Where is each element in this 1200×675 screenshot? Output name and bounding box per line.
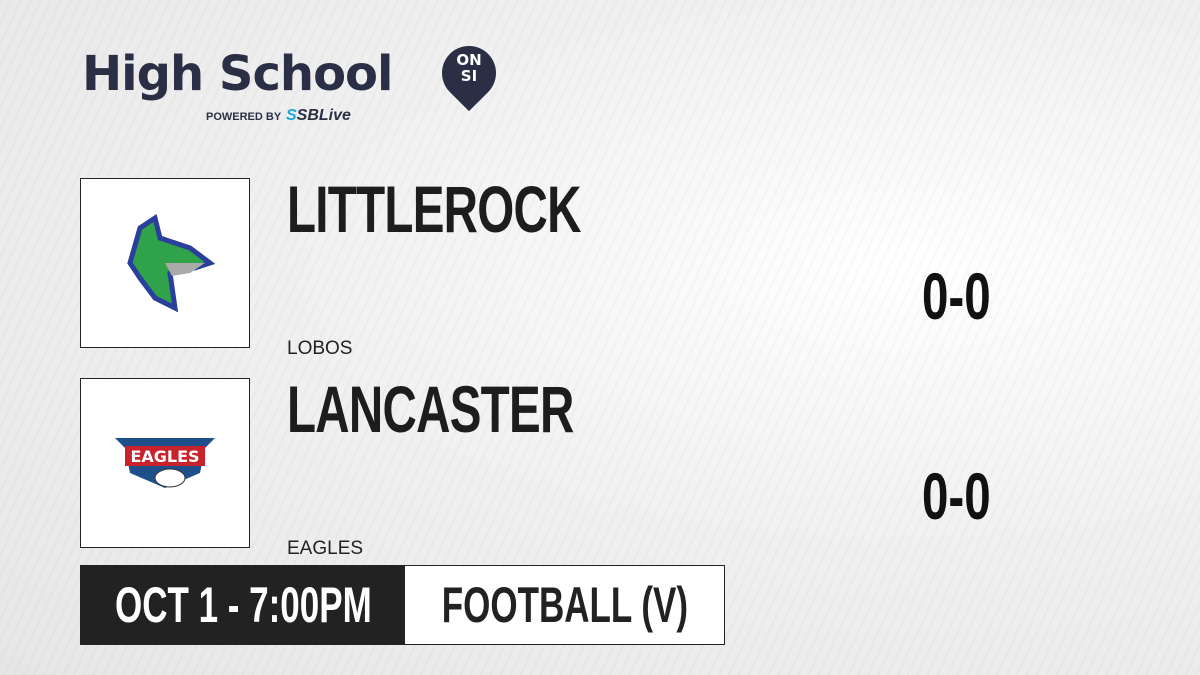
team-logo-lancaster: EAGLES — [80, 378, 250, 548]
game-datetime: OCT 1 - 7:00PM — [81, 566, 405, 644]
brand-logo: High School — [82, 44, 393, 104]
game-info-bar: OCT 1 - 7:00PM FOOTBALL (V) — [80, 565, 725, 645]
powered-by: POWERED BY — [206, 111, 282, 123]
team-mascot-away: EAGLES — [287, 538, 364, 559]
badge-line1: ON — [456, 51, 482, 69]
team-name-home: LITTLEROCK — [287, 172, 581, 246]
brand-badge: ON SI — [442, 52, 496, 84]
team-score-home: 0-0 — [922, 259, 991, 333]
svg-text:EAGLES: EAGLES — [130, 447, 199, 466]
game-sport-text: FOOTBALL (V) — [441, 577, 688, 633]
eagles-logo-icon: EAGLES — [115, 438, 215, 488]
game-datetime-text: OCT 1 - 7:00PM — [114, 577, 372, 633]
game-sport: FOOTBALL (V) — [405, 566, 724, 644]
badge-line2: SI — [460, 67, 478, 85]
team-mascot-home: LOBOS — [287, 338, 353, 359]
team-score-away: 0-0 — [922, 459, 991, 533]
partner-name: SBLive — [296, 107, 351, 124]
wolf-logo-icon — [127, 213, 216, 313]
team-name-away: LANCASTER — [287, 372, 574, 446]
partner-mark: S — [286, 107, 297, 124]
partner-logo: SSBLive — [286, 107, 351, 125]
team-logo-littlerock — [80, 178, 250, 348]
brand-title: High School — [82, 46, 393, 102]
